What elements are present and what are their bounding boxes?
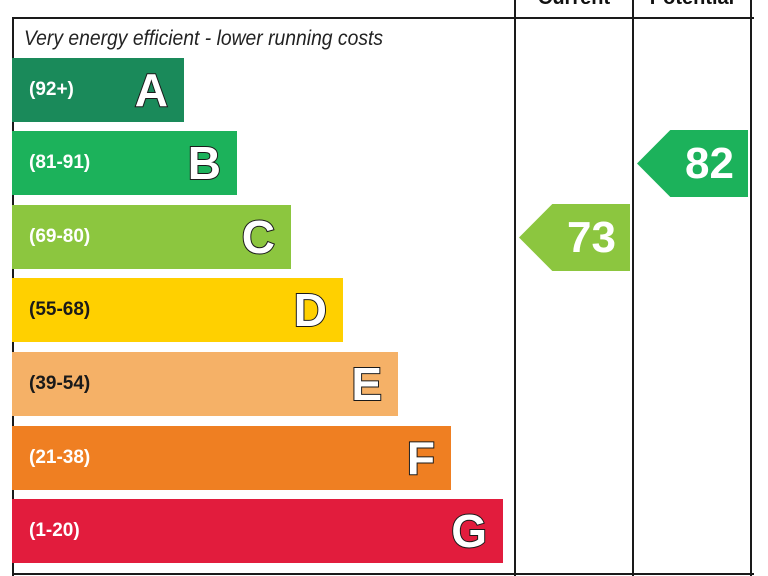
band-c: (69-80) C xyxy=(12,205,291,269)
band-range-label: (69-80) xyxy=(29,226,91,247)
band-a: (92+) A xyxy=(12,58,184,122)
chart-top-border xyxy=(12,17,754,19)
current-rating-arrow: 73 xyxy=(519,204,630,271)
chart-bottom-border xyxy=(12,573,754,575)
band-letter: A xyxy=(134,63,169,117)
band-letter: D xyxy=(293,283,328,337)
band-range-label: (1-20) xyxy=(29,520,80,541)
chart-right-border xyxy=(750,0,752,576)
efficiency-caption: Very energy efficient - lower running co… xyxy=(24,27,384,50)
potential-column-divider xyxy=(632,0,634,576)
band-letter: C xyxy=(241,210,276,264)
band-letter: G xyxy=(450,504,488,558)
band-b: (81-91) B xyxy=(12,131,237,195)
potential-column-header: Potential xyxy=(634,0,750,8)
band-f: (21-38) F xyxy=(12,426,451,490)
current-rating-arrow-value: 73 xyxy=(567,212,616,262)
current-column-header: Current xyxy=(516,0,632,8)
band-d: (55-68) D xyxy=(12,278,343,342)
band-range-label: (39-54) xyxy=(29,373,91,394)
potential-rating-arrow: 82 xyxy=(637,130,748,197)
band-letter: B xyxy=(187,136,222,190)
band-range-label: (92+) xyxy=(29,79,74,100)
potential-rating-arrow-value: 82 xyxy=(685,138,734,188)
band-g: (1-20) G xyxy=(12,499,503,563)
band-range-label: (21-38) xyxy=(29,447,91,468)
band-letter: F xyxy=(406,431,436,485)
current-column-divider xyxy=(514,0,516,576)
band-letter: E xyxy=(350,357,383,411)
band-range-label: (81-91) xyxy=(29,152,91,173)
band-e: (39-54) E xyxy=(12,352,398,416)
band-range-label: (55-68) xyxy=(29,299,91,320)
